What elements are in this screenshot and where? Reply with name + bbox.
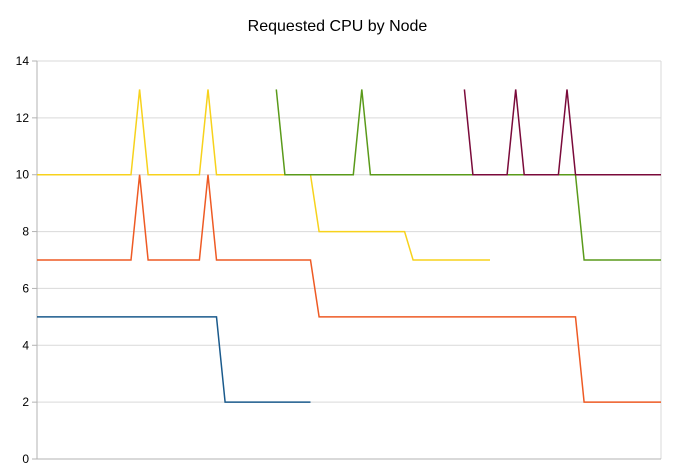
series-line-2 [37,174,661,403]
series-line-5 [463,89,661,176]
y-tick-label-14: 14 [16,54,30,68]
chart-title: Requested CPU by Node [247,18,428,35]
series-line-1 [37,316,311,403]
y-tick-label-4: 4 [22,338,29,352]
y-tick-label-2: 2 [22,395,29,409]
y-tick-label-10: 10 [16,168,30,182]
series-line-4 [275,89,661,261]
series-lines [37,89,661,403]
series-line-3 [37,89,490,261]
y-tick-label-0: 0 [22,452,29,466]
y-tick-label-12: 12 [16,111,30,125]
y-tick-label-6: 6 [22,281,29,295]
y-tick-label-8: 8 [22,225,29,239]
